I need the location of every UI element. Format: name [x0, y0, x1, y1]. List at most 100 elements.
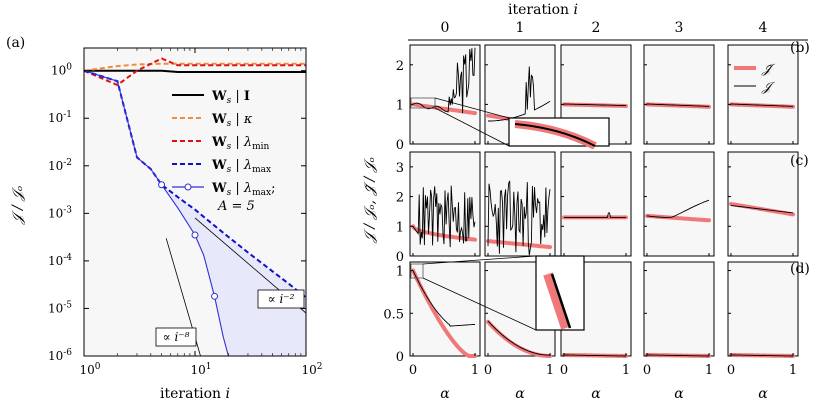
column-label: 3	[675, 20, 684, 36]
ytick-label: 0	[396, 350, 404, 365]
legend-marker-4	[184, 183, 192, 191]
zoom-connector-d1	[422, 255, 537, 265]
xtick-label: 1	[622, 363, 630, 378]
curve-j	[647, 103, 710, 107]
subplot-r2-c0: 0 0.5 1 0 1 α	[383, 261, 481, 402]
ytick-label: 3	[396, 161, 404, 176]
xtick-label: 0	[560, 363, 568, 378]
panel-a-plot-area	[84, 57, 306, 356]
panel-a-label: (a)	[6, 35, 25, 51]
panel-a-xlabel: iteration i	[160, 386, 230, 402]
xlabel: α	[515, 386, 525, 402]
grid-column-header: iteration i	[508, 2, 578, 18]
annotation-i-8: ∝ i⁻⁸	[163, 330, 190, 344]
reference-line-0	[165, 238, 201, 356]
annotation-i-2: ∝ i⁻²	[268, 292, 295, 306]
zoom-curve-j-tilde-d	[543, 272, 571, 330]
ytick-label: 1	[396, 98, 404, 113]
legend-entry-0: Ws | I	[211, 89, 250, 106]
series-line-1	[84, 62, 306, 72]
xtick-label: 0	[484, 363, 492, 378]
subplot-r2-c4: 0 1 α	[727, 261, 799, 402]
subplot-r2-c3: 0 1 α	[643, 261, 715, 402]
subplot-r0-c4: 4	[727, 20, 799, 145]
ytick-label: 0.5	[383, 307, 404, 322]
subplot-frame	[727, 261, 799, 357]
panel-c-label: (c)	[790, 153, 809, 169]
legend-entry-4: Ws | λmax;	[211, 181, 276, 198]
xtick-label: 1	[546, 363, 554, 378]
subplot-frame	[643, 44, 715, 145]
zoom-insets	[410, 97, 610, 331]
grid-ylabel: 𝒥 / 𝒥ₒ, 𝒥̃ / 𝒥ₒ	[362, 157, 378, 244]
xtick-label: 1	[471, 363, 479, 378]
curve-j	[564, 103, 626, 107]
annotation-i-2-box	[257, 289, 305, 309]
panel-d-label: (d)	[790, 261, 810, 277]
curve-j	[487, 320, 550, 356]
ytick-label: 0	[396, 250, 404, 265]
series-line-0	[84, 69, 306, 73]
a-xtick-label-2: 102	[301, 362, 322, 377]
xlabel: α	[674, 386, 684, 402]
subplot-frame	[727, 44, 799, 145]
xlabel: α	[440, 386, 450, 402]
a-ytick-label-5: 10-5	[48, 300, 72, 315]
curve-j	[564, 354, 626, 357]
xlabel: α	[591, 386, 601, 402]
curve-j	[731, 103, 794, 107]
legend-entry-2: Ws | λmin	[211, 135, 270, 152]
xtick-label: 1	[789, 363, 797, 378]
curve-j	[646, 199, 710, 218]
ytick-label: 1	[396, 220, 404, 235]
zoom-connector-d2	[422, 277, 537, 331]
a-xtick-label-0: 100	[79, 362, 100, 377]
curve-j	[731, 354, 793, 357]
series-line-4	[84, 70, 229, 356]
subplot-r1-c0: 0 1 2 3	[396, 151, 481, 265]
curve-j-tilde	[411, 268, 477, 358]
panel-a: 100 101 102 100 10-1 10-2 10-3 10-4 10-5 10-6 ite…	[10, 47, 323, 402]
panel-a-ylabel: 𝒥 / 𝒥ₒ	[10, 186, 26, 225]
curve-j	[412, 47, 476, 114]
subplot-frame	[409, 261, 481, 357]
series-marker-1	[191, 231, 199, 239]
subplot-r1-c1	[484, 151, 556, 257]
panel-a-annotations: ∝ i⁻⁸ ∝ i⁻²	[155, 289, 305, 347]
shaded-region	[161, 184, 306, 356]
a-ytick-label-0: 100	[51, 63, 72, 78]
column-label: 1	[516, 20, 525, 36]
legend-entry-3: Ws | λmax	[211, 158, 271, 175]
zoom-region-b	[410, 97, 436, 109]
annotation-i-8-box	[155, 327, 197, 347]
series-marker-2	[211, 292, 219, 300]
curve-j	[488, 66, 551, 122]
zoom-curve-j-d	[550, 273, 572, 329]
ytick-label: 0	[396, 138, 404, 153]
curve-j	[647, 354, 709, 357]
legend-A5: A = 5	[217, 199, 255, 214]
xlabel: α	[758, 386, 768, 402]
a-ytick-label-6: 10-6	[48, 348, 72, 363]
subplot-frame	[643, 261, 715, 357]
zoom-region-d	[410, 263, 424, 279]
subplot-frame	[560, 151, 632, 257]
curve-j	[730, 205, 794, 214]
curve-j	[412, 270, 476, 327]
subplot-r1-c4	[727, 151, 799, 257]
subplot-r0-c0: 0 1 2 0	[396, 20, 481, 153]
panel-a-legend: Ws | I Ws | κ Ws | λmin Ws | λmax Ws | λmax;…	[172, 89, 276, 214]
xtick-label: 0	[727, 363, 735, 378]
a-ytick-label-2: 10-2	[48, 158, 72, 173]
legend-entry-1: Ws | κ	[211, 112, 253, 129]
xtick-label: 0	[643, 363, 651, 378]
a-ytick-label-4: 10-4	[48, 253, 72, 268]
curve-j-tilde	[486, 239, 552, 250]
panel-a-ticks: 100 101 102 100 10-1 10-2 10-3 10-4 10-5 10-6	[48, 48, 323, 377]
subplot-r1-c3	[643, 151, 715, 257]
a-ytick-label-3: 10-3	[48, 205, 72, 220]
series-line-2	[84, 57, 306, 87]
zoom-connector-b2	[434, 107, 510, 147]
curve-j	[487, 180, 551, 256]
